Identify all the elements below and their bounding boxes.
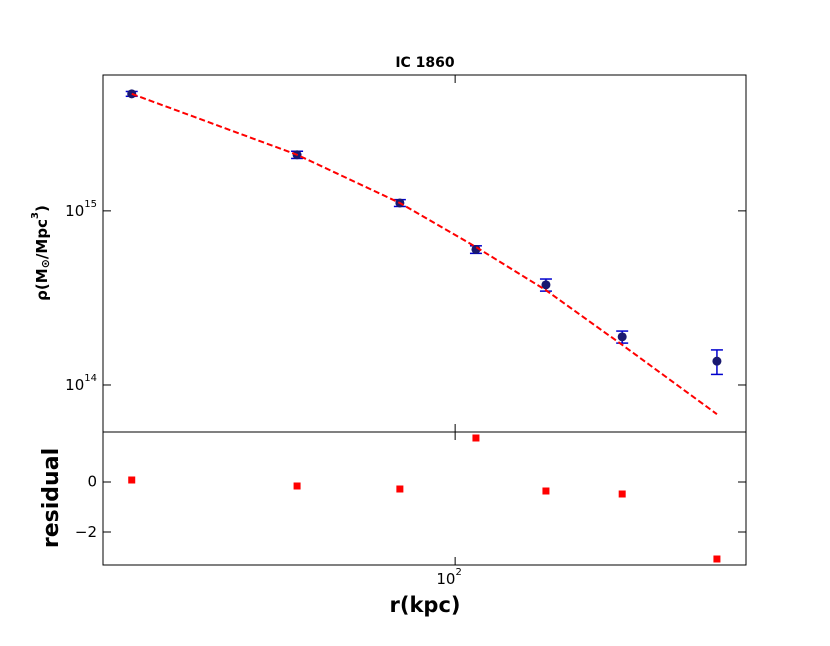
y-axis-label-part: ρ(M <box>33 268 51 301</box>
y-tick-label-base: 10 <box>65 201 84 219</box>
top-frame <box>102 74 747 433</box>
x-tick-label: 102 <box>436 567 461 588</box>
y-tick-label: 1015 <box>65 199 97 220</box>
y-axis-label-part: ) <box>33 205 51 212</box>
y-tick-label-exp: 14 <box>84 373 97 384</box>
y-tick-label: 0 <box>87 473 97 491</box>
data-point <box>617 332 627 342</box>
bottom-frame <box>102 431 747 566</box>
y-axis-label: ρ(M⊙/Mpc3) <box>30 205 52 301</box>
data-point <box>712 356 722 366</box>
fit-line <box>131 92 718 415</box>
residual-point <box>293 482 301 490</box>
y-tick-label-base: −2 <box>75 523 97 541</box>
data-point <box>541 280 551 290</box>
residual-point <box>713 555 721 563</box>
residual-point <box>128 476 136 484</box>
residual-point <box>618 490 626 498</box>
x-tick-label-base: 10 <box>436 570 455 588</box>
chart-title: IC 1860 <box>395 55 455 71</box>
y-axis-label-part: 3 <box>30 212 41 219</box>
x-tick-label-exp: 2 <box>455 567 461 578</box>
y-axis-label-part: /Mpc <box>33 219 51 259</box>
x-axis-label: r(kpc) <box>390 593 461 617</box>
residual-point <box>542 487 550 495</box>
y-tick-label-exp: 15 <box>84 199 97 210</box>
y-axis-label-part: ⊙ <box>39 259 52 268</box>
y-tick-label: −2 <box>75 523 97 541</box>
residual-point <box>472 434 480 442</box>
residual-point <box>396 485 404 493</box>
y-tick-label-base: 10 <box>65 375 84 393</box>
y-tick-label: 1014 <box>65 373 97 394</box>
y-axis-label: residual <box>39 448 64 548</box>
